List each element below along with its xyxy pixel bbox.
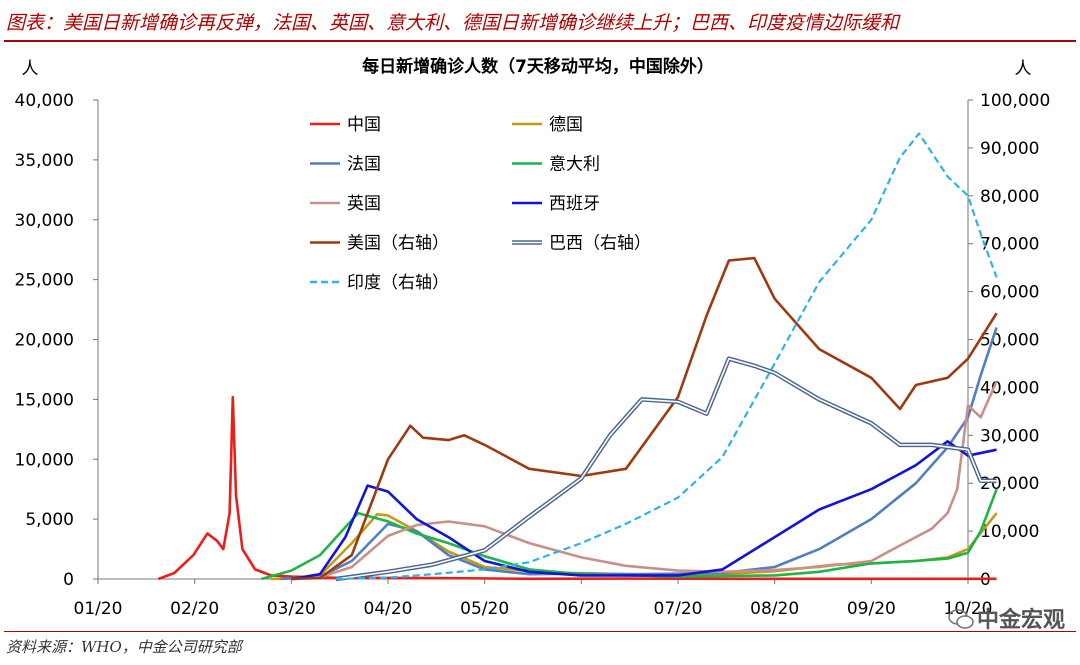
source-note: 资料来源：WHO，中金公司研究部 [6,638,242,656]
x-tick-label: 02/20 [170,599,219,619]
y-right-tick-label: 30,000 [980,426,1039,446]
y-left-tick-label: 25,000 [15,271,74,291]
series-line-美国 [291,256,998,581]
y-left-tick-label: 5,000 [25,510,74,530]
y-right-tick-label: 100,000 [980,91,1050,111]
y-right-tick-label: 60,000 [980,283,1039,303]
watermark-logo: 中金宏观 [948,602,1065,634]
watermark-text: 中金宏观 [977,608,1066,633]
x-tick-label: 03/20 [267,599,316,619]
wechat-icon [948,609,974,629]
x-tick-label: 08/20 [750,599,799,619]
y-right-tick-label: 80,000 [980,187,1039,207]
y-right-tick-label: 90,000 [980,139,1039,159]
series-line-德国 [270,512,998,581]
legend-label-印度: 印度（右轴） [347,273,449,293]
series-line-西班牙 [291,439,997,581]
x-tick-label: 07/20 [654,599,703,619]
legend-label-法国: 法国 [347,155,381,175]
x-tick-label: 01/20 [74,599,123,619]
y-left-tick-label: 20,000 [15,331,74,351]
legend-label-巴西: 巴西（右轴） [549,234,651,254]
y-left-unit-label: 人 [22,59,39,79]
y-right-tick-label: 70,000 [980,235,1039,255]
y-left-tick-label: 30,000 [15,211,74,231]
title-rule [4,40,1076,42]
legend-label-美国: 美国（右轴） [347,234,449,254]
x-tick-label: 04/20 [364,599,413,619]
y-left-tick-label: 35,000 [15,151,74,171]
series-line-巴西-inner [335,357,997,580]
legend-label-英国: 英国 [347,194,381,214]
legend-label-意大利: 意大利 [549,155,600,175]
y-left-tick-label: 15,000 [15,390,74,410]
chart-title: 每日新增确诊人数（7天移动平均，中国除外） [362,56,714,77]
legend-label-西班牙: 西班牙 [549,194,600,214]
series-line-英国 [291,380,998,581]
x-tick-label: 10/20 [944,599,993,619]
x-tick-label: 09/20 [847,599,896,619]
y-right-tick-label: 20,000 [980,474,1039,494]
x-tick-label: 06/20 [557,599,606,619]
series-line-印度 [335,132,998,581]
y-right-tick-label: 10,000 [980,522,1039,542]
x-tick-label: 05/20 [460,599,509,619]
y-left-tick-label: 10,000 [15,450,74,470]
y-left-tick-label: 40,000 [15,91,74,111]
y-right-tick-label: 40,000 [980,378,1039,398]
y-right-unit-label: 人 [1015,59,1032,79]
source-rule [4,631,1076,632]
chart: 每日新增确诊人数（7天移动平均，中国除外） 人 人 0 5,000 10,000 15,00… [15,56,1051,619]
page-title: 图表：美国日新增确诊再反弹，法国、英国、意大利、德国日新增确诊继续上升；巴西、印… [6,12,900,34]
legend-label-德国: 德国 [549,115,583,135]
y-left-tick-label: 0 [63,570,74,590]
legend-label-中国: 中国 [347,115,381,135]
